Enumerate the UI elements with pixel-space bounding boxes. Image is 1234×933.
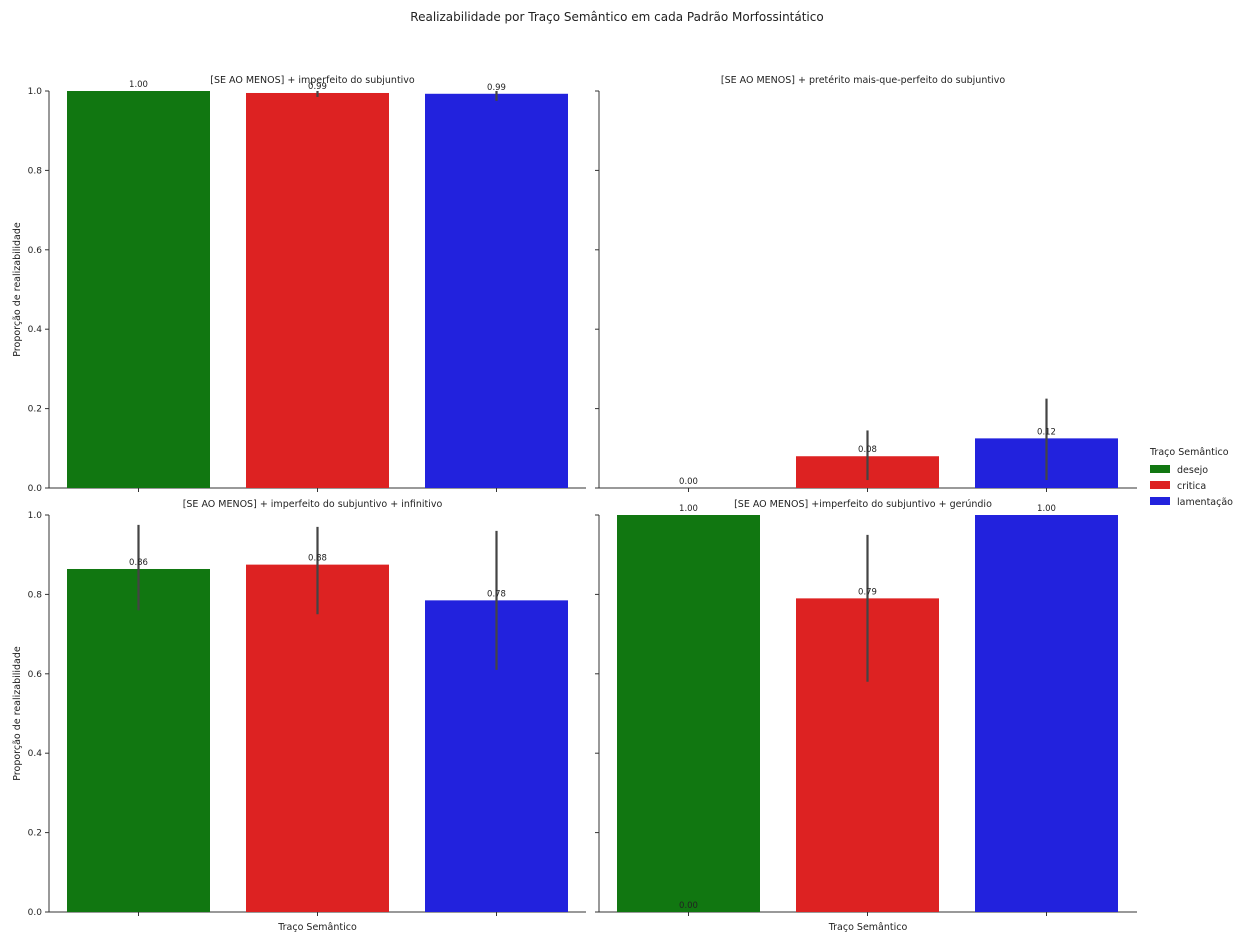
y-axis-label: Proporção de realizabilidade [12, 222, 23, 357]
data-label: 0.12 [1037, 427, 1056, 437]
y-tick-label: 0.2 [28, 405, 42, 415]
subplot-3: 0.0 0.2 0.4 0.6 0.8 1.0 Proporção de realizabi… [12, 499, 586, 933]
data-label: 0.78 [487, 589, 506, 599]
panels: 0.0 0.2 0.4 0.6 0.8 1.0 Proporção de realizabi… [12, 75, 1137, 933]
y-tick-label: 0.6 [28, 670, 43, 680]
subplot-title: [SE AO MENOS] + pretérito mais-que-perfe… [721, 75, 1005, 86]
bar-critica [246, 92, 389, 489]
data-label: 0.08 [858, 445, 877, 455]
y-tick-label: 0.2 [28, 829, 42, 839]
y-tick-label: 0.6 [28, 246, 43, 256]
legend-label: desejo [1177, 465, 1208, 476]
data-label: 0.99 [487, 83, 506, 93]
legend-swatch-desejo [1150, 465, 1170, 473]
data-label: 0.88 [308, 554, 327, 564]
bar-desejo [67, 568, 210, 912]
legend-label: lamentação [1177, 497, 1233, 508]
y-axis-label: Proporção de realizabilidade [12, 646, 23, 781]
data-label: 1.00 [679, 504, 698, 514]
subplot-1: 0.0 0.2 0.4 0.6 0.8 1.0 Proporção de realizabi… [12, 75, 586, 494]
data-label: 0.86 [129, 558, 148, 568]
legend: Traço Semântico desejo critica lamentação [1149, 447, 1233, 508]
subplot-title: [SE AO MENOS] + imperfeito do subjuntivo [210, 75, 415, 86]
subplot-title: [SE AO MENOS] + imperfeito do subjuntivo… [183, 499, 443, 510]
y-tick-label: 1.0 [28, 511, 43, 521]
y-tick-label: 1.0 [28, 87, 43, 97]
bar-desejo [617, 515, 760, 912]
subplot-4: 1.00 0.79 1.00 [SE AO MENOS] +imperfeito do… [595, 499, 1137, 933]
data-label: 0.79 [858, 587, 877, 597]
legend-swatch-critica [1150, 481, 1170, 489]
bar-lamentação [975, 515, 1118, 912]
bar-critica [246, 564, 389, 912]
data-label: 1.00 [129, 80, 148, 90]
legend-label: critica [1177, 481, 1206, 492]
bar-lamentação [425, 93, 568, 489]
x-axis-label: Traço Semântico [277, 922, 357, 933]
chart-title: Realizabilidade por Traço Semântico em c… [410, 10, 823, 24]
data-label: 0.99 [308, 82, 327, 92]
data-label: 0.00 [679, 901, 698, 911]
y-tick-label: 0.4 [28, 749, 43, 759]
y-tick-label: 0.0 [28, 908, 43, 918]
subplot-2: 0.00 0.08 0.12 [SE AO MENOS] + pretérito ma… [595, 75, 1137, 492]
legend-title: Traço Semântico [1149, 447, 1229, 458]
y-tick-label: 0.8 [28, 590, 43, 600]
bar-desejo [67, 91, 210, 488]
subplot-title: [SE AO MENOS] +imperfeito do subjuntivo … [734, 499, 992, 510]
y-tick-label: 0.0 [28, 484, 43, 494]
legend-swatch-lamentação [1150, 497, 1170, 505]
data-label: 1.00 [1037, 504, 1056, 514]
x-axis-label: Traço Semântico [828, 922, 908, 933]
y-tick-label: 0.4 [28, 325, 43, 335]
y-tick-label: 0.8 [28, 166, 43, 176]
data-label: 0.00 [679, 477, 698, 487]
